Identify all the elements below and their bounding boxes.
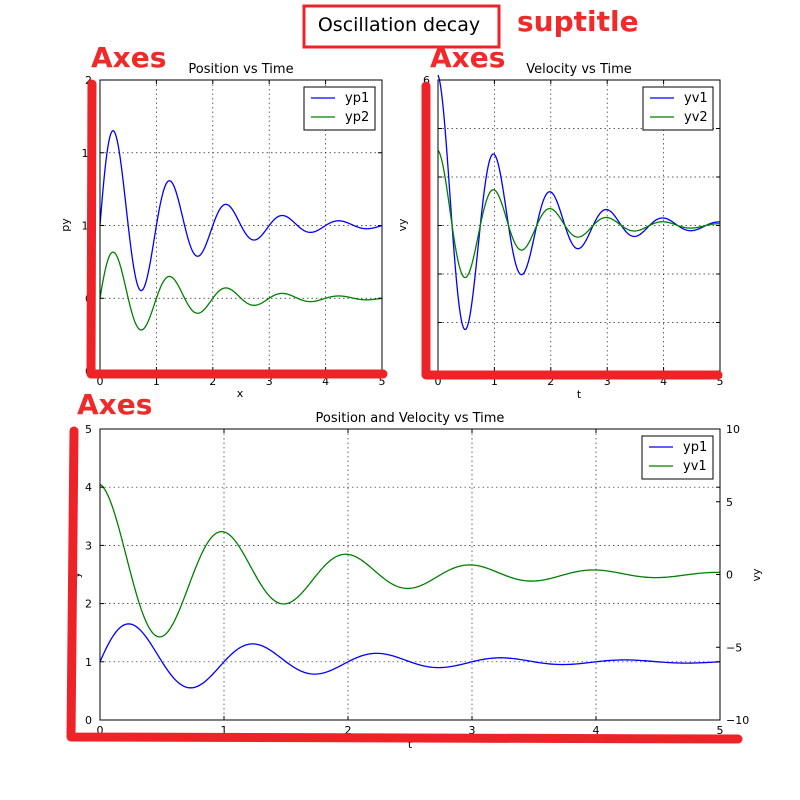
chart3-title: Position and Velocity vs Time [316,411,505,426]
x-tick-label: 3 [604,375,611,388]
x-tick-label: 5 [379,375,386,388]
x-tick-label: 1 [153,375,160,388]
series-line-c3-yp1 [99,623,721,689]
y-tick-label: 5 [85,423,92,436]
axes-annotation-3: Axes [77,388,152,421]
y-tick-label: 1 [85,656,92,669]
annotation-red-L-3 [66,426,743,744]
y-tick-label: 1. [82,220,93,233]
y-tick-label: 3 [85,539,92,552]
suptitle-box [302,4,501,49]
x-tick-label: 1 [491,375,498,388]
chart1-legend: yp1 yp2 [303,86,376,131]
chart3-legend: yp1 yv1 [641,435,714,480]
x-tick-label: 1 [221,724,228,737]
chart-velocity-vs-time: Velocity vs Time 0 1 2 3 4 5 6 t vy yv1 yv2 [396,62,724,401]
series-line-yv1 [437,74,721,331]
series-line-yp2 [99,251,383,331]
x-tick-label: 5 [717,375,724,388]
x-tick-label: 0 [435,375,442,388]
chart2-ylabel: vy [396,218,409,232]
series-line-yp1 [99,130,383,292]
x-tick-label: 3 [266,375,273,388]
x-tick-label: 3 [469,724,476,737]
chart2-legend-yv1: yv1 [684,91,708,106]
chart2-xlabel: t [577,388,582,401]
annotation-red-L-1 [86,79,388,379]
series-line-c3-yv1 [99,483,721,638]
chart-position-and-velocity: Position and Velocity vs Time 0 1 2 3 4 5 0 1 2 3… [70,411,763,751]
chart3-ylabel-right: vy [750,568,763,582]
x-tick-label: 4 [322,375,329,388]
chart2-title: Velocity vs Time [526,62,632,77]
chart1-legend-yp2: yp2 [345,110,369,125]
y-right-tick-label: −10 [726,714,749,727]
chart3-legend-yp1: yp1 [683,440,707,455]
suptitle: Oscillation decay [318,14,480,36]
y-tick-label: 6 [423,74,430,87]
x-tick-label: 0 [97,724,104,737]
chart1-legend-yp1: yp1 [345,91,369,106]
y-right-tick-label: 5 [726,496,733,509]
x-tick-label: 2 [345,724,352,737]
x-tick-label: 2 [547,375,554,388]
chart1-ylabel: py [59,218,72,232]
axes-annotation-1: Axes [91,41,166,74]
y-tick-label: 2 [85,74,92,87]
annotation-red-L-2 [421,81,723,380]
chart3-legend-yv1: yv1 [683,459,707,474]
y-tick-label: 2 [85,598,92,611]
chart2-legend-yv2: yv2 [684,110,708,125]
chart1-title: Position vs Time [188,62,293,77]
x-tick-label: 5 [717,724,724,737]
chart3-xlabel: t [408,738,413,751]
series-line-yv2 [437,149,721,279]
axes-annotation-2: Axes [430,41,505,74]
x-tick-label: 4 [593,724,600,737]
suptitle-annotation: suptitle [517,5,639,38]
y-tick-label: 4 [85,481,92,494]
y-tick-label: 1. [82,147,93,160]
x-tick-label: 4 [660,375,667,388]
x-tick-label: 2 [209,375,216,388]
y-right-tick-label: −5 [726,641,742,654]
y-tick-label: 0 [85,714,92,727]
chart2-legend: yv1 yv2 [642,86,714,131]
y-right-tick-label: 10 [726,423,740,436]
chart1-xlabel: x [237,387,244,400]
y-right-tick-label: 0 [726,569,733,582]
x-tick-label: 0 [97,375,104,388]
